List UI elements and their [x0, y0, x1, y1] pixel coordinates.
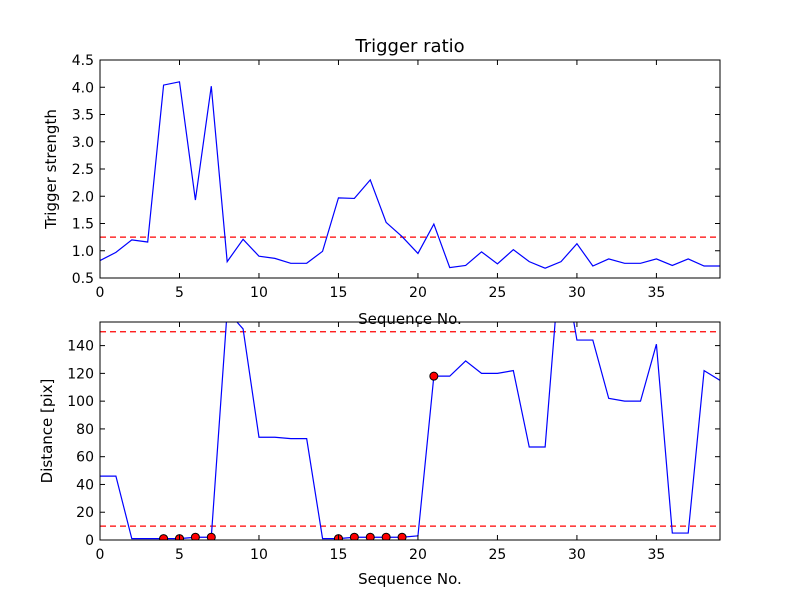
- y-tick-label: 2.5: [72, 162, 94, 178]
- data-point: [190, 532, 200, 540]
- y-tick-label: 4.0: [72, 80, 94, 96]
- data-point: [206, 532, 216, 540]
- x-tick-label: 35: [647, 547, 665, 563]
- axes-1: 0 5 10 15 20 25 30 35 0 20 40 60 80 100 120 140: [67, 322, 720, 563]
- x-tick-label: 5: [175, 285, 184, 301]
- chart-top: Trigger ratio 0 5 10 15 20 25 30 35 0.5 1.0 1.5 2.0…: [42, 36, 721, 328]
- plot-frame: [99, 321, 721, 541]
- y-tick-label: 100: [67, 394, 94, 410]
- y-axis-label: Trigger strength: [42, 109, 60, 230]
- y-tick-label: 3.5: [72, 108, 94, 124]
- x-tick-label: 25: [489, 547, 507, 563]
- x-tick-label: 35: [647, 285, 665, 301]
- x-tick-label: 0: [96, 547, 105, 563]
- x-axis-label: Sequence No.: [358, 310, 462, 328]
- axes-0: 0 5 10 15 20 25 30 35 0.5 1.0 1.5 2.0 2.5 3.0 3.5 4.0 4.…: [72, 53, 720, 301]
- data-point: [397, 532, 407, 540]
- y-tick-label: 140: [67, 339, 94, 355]
- x-tick-label: 10: [250, 547, 268, 563]
- x-tick-label: 15: [330, 285, 348, 301]
- x-tick-label: 0: [96, 285, 105, 301]
- x-axis-label: Sequence No.: [358, 570, 462, 588]
- x-tick-label: 15: [330, 547, 348, 563]
- data-point: [159, 534, 169, 540]
- chart-title: Trigger ratio: [354, 36, 464, 57]
- y-tick-label: 0.5: [72, 271, 94, 287]
- y-tick-label: 4.5: [72, 53, 94, 69]
- y-axis-label: Distance [pix]: [38, 379, 56, 484]
- x-tick-label: 10: [250, 285, 268, 301]
- data-point: [429, 371, 439, 381]
- x-tick-label: 20: [409, 547, 427, 563]
- data-point: [381, 532, 391, 540]
- x-tick-label: 20: [409, 285, 427, 301]
- y-tick-label: 40: [76, 477, 94, 493]
- marks-1: [100, 322, 720, 540]
- x-tick-label: 30: [568, 285, 586, 301]
- y-tick-label: 3.0: [72, 135, 94, 151]
- y-tick-label: 1.0: [72, 244, 94, 260]
- y-tick-label: 20: [76, 505, 94, 521]
- y-tick-label: 0: [85, 533, 94, 549]
- x-tick-label: 25: [489, 285, 507, 301]
- x-tick-label: 30: [568, 547, 586, 563]
- marks-0: [100, 81, 720, 269]
- data-point: [365, 532, 375, 540]
- y-tick-label: 80: [76, 422, 94, 438]
- chart-bottom: 0 5 10 15 20 25 30 35 0 20 40 60 80 100 120 140 Sequenc…: [38, 321, 721, 588]
- data-point: [349, 532, 359, 540]
- series-line: [100, 322, 720, 540]
- y-tick-label: 60: [76, 450, 94, 466]
- y-tick-label: 2.0: [72, 189, 94, 205]
- y-tick-label: 120: [67, 366, 94, 382]
- x-tick-label: 5: [175, 547, 184, 563]
- y-tick-label: 1.5: [72, 217, 94, 233]
- series-line: [100, 81, 720, 269]
